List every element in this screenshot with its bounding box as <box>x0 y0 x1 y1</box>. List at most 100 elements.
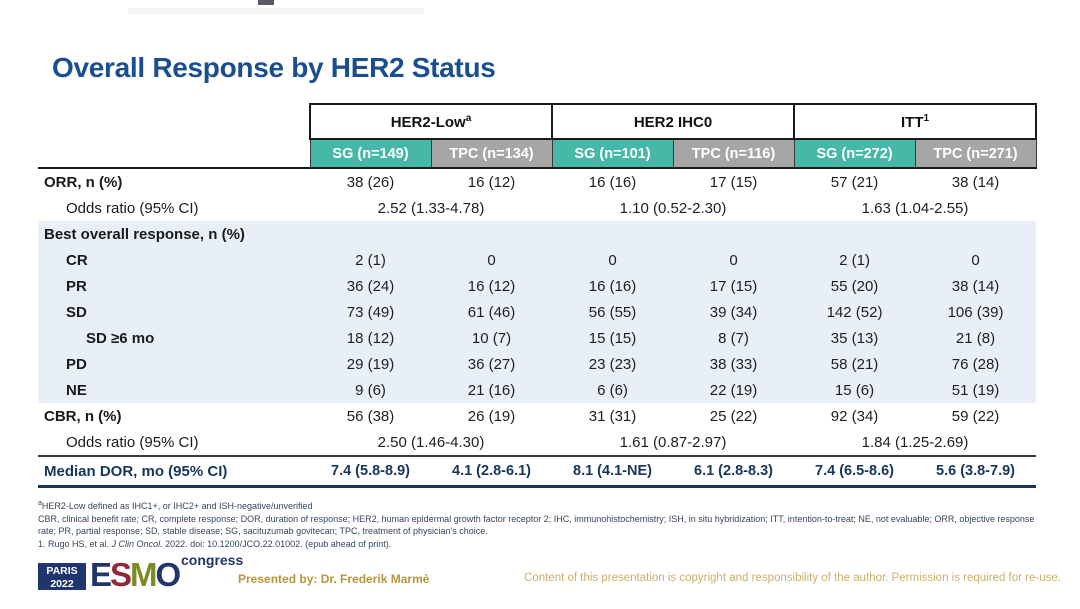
data-cell: 106 (39) <box>915 299 1037 325</box>
column-header-tpc-ihc0: TPC (n=116) <box>672 138 795 169</box>
column-group-itt: ITT1 <box>793 103 1038 140</box>
data-cell: 36 (27) <box>431 351 552 377</box>
data-cell: 7.4 (6.5-8.6) <box>794 455 916 488</box>
presented-by-text: Presented by: Dr. Frederik Marmè <box>238 572 430 586</box>
data-cell: 16 (12) <box>431 273 552 299</box>
footnote-her2-low-definition: aHER2-Low defined as IHC1+, or IHC2+ and… <box>38 500 313 511</box>
copyright-notice: Content of this presentation is copyrigh… <box>524 572 1061 584</box>
footnotes: aHER2-Low defined as IHC1+, or IHC2+ and… <box>38 498 1046 550</box>
column-group-her2-ihc0: HER2 IHC0 <box>550 103 796 140</box>
crop-artifact-line <box>128 8 424 14</box>
row-label: SD <box>38 299 310 325</box>
data-cell: 0 <box>673 247 795 273</box>
crop-artifact <box>258 0 274 5</box>
table-row-orr: ORR, n (%) 38 (26) 16 (12) 16 (16) 17 (1… <box>38 168 1036 195</box>
data-cell: 38 (33) <box>673 351 795 377</box>
esmo-congress-logo: PARIS 2022 ESMO congress <box>38 552 243 600</box>
column-group-header-row: HER2-Lowa HER2 IHC0 ITT1 <box>38 103 1038 140</box>
journal-name: J Clin Oncol. <box>111 538 163 549</box>
congress-label: congress <box>181 552 244 568</box>
footer-bar: PARIS 2022 ESMO congress Presented by: D… <box>0 548 1080 609</box>
data-cell: 16 (16) <box>552 273 673 299</box>
table-row-sd: SD 73 (49) 61 (46) 56 (55) 39 (34) 142 (… <box>38 299 1037 325</box>
data-cell: 76 (28) <box>915 351 1037 377</box>
row-label: NE <box>38 377 310 403</box>
data-cell: 36 (24) <box>310 273 431 299</box>
group-label: ITT <box>900 113 924 131</box>
table-row-pd: PD 29 (19) 36 (27) 23 (23) 38 (33) 58 (2… <box>38 351 1037 377</box>
footnote-superscript: a <box>38 500 42 507</box>
data-cell: 38 (14) <box>915 273 1037 299</box>
data-cell: 18 (12) <box>310 325 431 351</box>
data-cell: 2 (1) <box>794 247 916 273</box>
data-cell: 16 (16) <box>588 173 637 191</box>
table-row-cbr: CBR, n (%) 56 (38) 26 (19) 31 (31) 25 (2… <box>38 403 1036 429</box>
response-table: HER2-Lowa HER2 IHC0 ITT1 SG (n=149) TPC … <box>38 103 1038 488</box>
data-cell: 59 (22) <box>951 407 1000 425</box>
data-cell: 15 (15) <box>552 325 673 351</box>
header-spacer <box>38 104 310 139</box>
table-row-best-overall-response: Best overall response, n (%) <box>38 221 1037 247</box>
data-cell: 0 <box>552 247 673 273</box>
data-cell: 55 (20) <box>794 273 916 299</box>
data-cell: 5.6 (3.8-7.9) <box>915 455 1037 488</box>
paris-2022-badge: PARIS 2022 <box>38 563 86 590</box>
data-cell: 56 (55) <box>552 299 673 325</box>
data-cell: 2.52 (1.33-4.78) <box>377 199 485 217</box>
data-cell: 51 (19) <box>915 377 1037 403</box>
row-label: Median DOR, mo (95% CI) <box>38 455 310 488</box>
data-cell: 25 (22) <box>709 407 758 425</box>
row-label: Best overall response, n (%) <box>38 221 310 247</box>
table-row-orr-odds-ratio: Odds ratio (95% CI) 2.52 (1.33-4.78) 1.1… <box>38 195 1036 221</box>
data-cell: 6 (6) <box>552 377 673 403</box>
data-cell: 38 (14) <box>951 173 1000 191</box>
data-cell: 21 (16) <box>431 377 552 403</box>
group-superscript: 1 <box>923 112 930 124</box>
data-cell: 2.50 (1.46-4.30) <box>377 433 485 451</box>
table-row-cr: CR 2 (1) 0 0 0 2 (1) 0 <box>38 247 1037 273</box>
data-cell: 22 (19) <box>673 377 795 403</box>
group-superscript: a <box>465 112 472 124</box>
data-cell: 38 (26) <box>346 173 395 191</box>
data-cell: 142 (52) <box>794 299 916 325</box>
row-label: SD ≥6 mo <box>38 325 310 351</box>
group-label: HER2-Low <box>390 113 466 131</box>
data-cell: 73 (49) <box>310 299 431 325</box>
header-spacer <box>38 139 310 169</box>
data-cell: 0 <box>431 247 552 273</box>
data-cell: 1.10 (0.52-2.30) <box>619 199 727 217</box>
data-cell: 4.1 (2.8-6.1) <box>431 455 552 488</box>
table-row-median-dor: Median DOR, mo (95% CI) 7.4 (5.8-8.9) 4.… <box>38 455 1037 488</box>
data-cell: 56 (38) <box>346 407 395 425</box>
column-header-sg-her2-low: SG (n=149) <box>309 138 432 169</box>
esmo-wordmark: ESMO <box>90 556 181 593</box>
row-label: ORR, n (%) <box>44 173 123 191</box>
data-cell: 29 (19) <box>310 351 431 377</box>
data-cell: 7.4 (5.8-8.9) <box>310 455 431 488</box>
data-cell: 9 (6) <box>310 377 431 403</box>
data-cell: 17 (15) <box>709 173 758 191</box>
data-cell: 26 (19) <box>467 407 516 425</box>
column-group-her2-low: HER2-Lowa <box>309 103 553 140</box>
footnote-reference: 1. Rugo HS, et al. J Clin Oncol. 2022. d… <box>38 538 392 549</box>
data-cell: 57 (21) <box>830 173 879 191</box>
data-cell: 0 <box>915 247 1037 273</box>
column-header-sg-ihc0: SG (n=101) <box>551 138 674 169</box>
data-cell: 1.61 (0.87-2.97) <box>619 433 727 451</box>
group-label: HER2 IHC0 <box>633 113 713 131</box>
data-cell <box>310 221 1037 247</box>
row-label: PD <box>38 351 310 377</box>
data-cell: 58 (21) <box>794 351 916 377</box>
column-header-tpc-itt: TPC (n=271) <box>914 138 1037 169</box>
row-label: PR <box>38 273 310 299</box>
data-cell: 39 (34) <box>673 299 795 325</box>
column-header-tpc-her2-low: TPC (n=134) <box>430 138 553 169</box>
data-cell: 23 (23) <box>552 351 673 377</box>
data-cell: 8 (7) <box>673 325 795 351</box>
data-cell: 61 (46) <box>431 299 552 325</box>
data-cell: 1.84 (1.25-2.69) <box>861 433 969 451</box>
table-row-cbr-odds-ratio: Odds ratio (95% CI) 2.50 (1.46-4.30) 1.6… <box>38 429 1036 456</box>
data-cell: 21 (8) <box>915 325 1037 351</box>
row-label: Odds ratio (95% CI) <box>66 199 199 217</box>
